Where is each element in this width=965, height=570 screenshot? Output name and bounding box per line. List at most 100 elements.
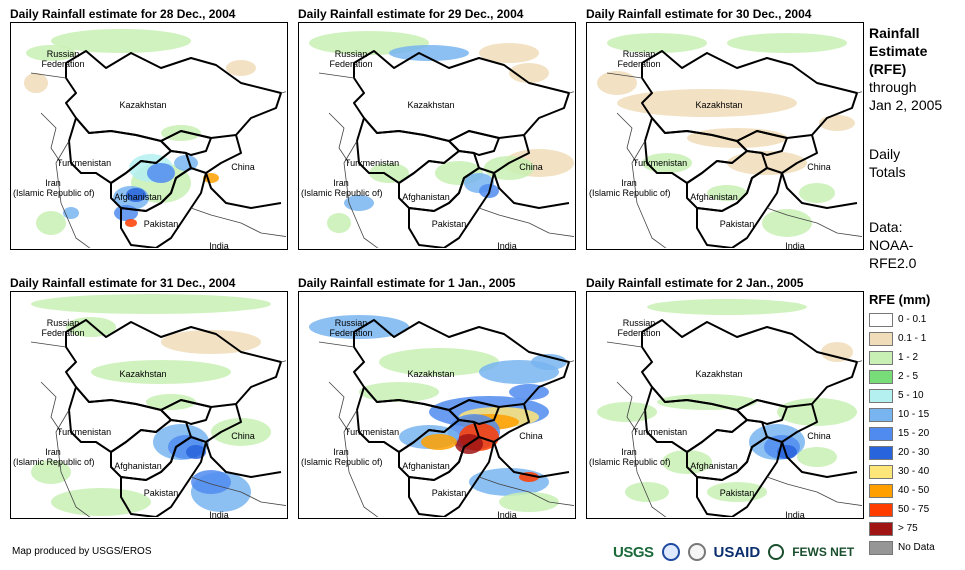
legend-item: 5 - 10 (869, 386, 935, 405)
rainfall-area (379, 348, 499, 376)
country-label-iran-1: Iran (333, 447, 349, 457)
rainfall-area (647, 299, 807, 315)
legend-label: 0 - 0.1 (898, 314, 927, 325)
country-border (318, 72, 574, 94)
legend-item: 50 - 75 (869, 500, 935, 519)
logo-bar: USGS USAID FEWS NET (613, 540, 854, 564)
country-label-kazakhstan: Kazakhstan (119, 100, 167, 110)
country-label-russia-1: Russian (46, 318, 80, 328)
country-label-pakistan: Pakistan (719, 488, 755, 498)
rainfall-area (617, 89, 797, 117)
country-label-china: China (807, 431, 831, 441)
legend-item: 30 - 40 (869, 462, 935, 481)
rainfall-area (657, 394, 757, 410)
country-border (40, 112, 62, 164)
country-label-turkmenistan: Turkmenistan (632, 427, 688, 437)
country-label-pakistan: Pakistan (431, 488, 467, 498)
country-border (493, 134, 570, 209)
country-label-iran-2: (Islamic Republic of) (301, 188, 383, 198)
country-label-afghanistan: Afghanistan (402, 461, 450, 471)
country-border (160, 130, 212, 156)
country-border (408, 167, 495, 248)
country-label-kazakhstan: Kazakhstan (407, 100, 455, 110)
rainfall-area (369, 163, 409, 183)
country-label-afghanistan: Afghanistan (114, 461, 162, 471)
country-label-afghanistan: Afghanistan (114, 192, 162, 202)
country-label-russia-1: Russian (46, 49, 80, 59)
country-border (606, 341, 862, 363)
rainfall-area (607, 33, 707, 53)
sidebar-title: Rainfall Estimate (RFE) through Jan 2, 2… (869, 25, 943, 113)
country-border (606, 72, 862, 94)
rainfall-area (484, 156, 534, 180)
rainfall-map: Russian Federation Kazakhstan Turkmenistan I… (586, 291, 864, 519)
rainfall-area (211, 418, 271, 446)
legend: 0 - 0.1 0.1 - 1 1 - 2 2 - 5 5 - 10 10 - 15 15 … (869, 310, 935, 557)
rainfall-map: Russian Federation Kazakhstan Turkmenistan I… (298, 291, 576, 519)
country-label-pakistan: Pakistan (719, 219, 755, 229)
rainfall-area (762, 209, 812, 237)
country-border (55, 140, 91, 248)
country-border (616, 112, 638, 164)
legend-label: 30 - 40 (898, 466, 930, 477)
country-label-iran-2: (Islamic Republic of) (589, 188, 671, 198)
country-label-india: India (209, 510, 229, 519)
country-label-india: India (497, 241, 517, 250)
rainfall-area (24, 73, 48, 93)
country-label-iran-2: (Islamic Republic of) (13, 457, 95, 467)
country-label-russia-1: Russian (622, 318, 656, 328)
country-border (120, 436, 207, 517)
country-label-afghanistan: Afghanistan (402, 192, 450, 202)
rainfall-map: Russian Federation Kazakhstan Turkmenistan I… (10, 22, 288, 250)
country-label-india: India (785, 241, 805, 250)
rainfall-map-graphic (309, 315, 574, 517)
country-border (343, 140, 379, 248)
legend-label: 0.1 - 1 (898, 333, 927, 344)
rainfall-area (797, 447, 837, 467)
country-border (478, 476, 574, 506)
country-label-china: China (231, 162, 255, 172)
rainfall-area (707, 185, 747, 201)
country-border (318, 341, 574, 363)
rainfall-area (777, 445, 797, 459)
country-label-kazakhstan: Kazakhstan (119, 369, 167, 379)
country-label-afghanistan: Afghanistan (690, 192, 738, 202)
rainfall-area (625, 482, 669, 502)
legend-swatch (869, 464, 893, 479)
country-border (328, 112, 350, 164)
rainfall-map: Russian Federation Kazakhstan Turkmenistan I… (298, 22, 576, 250)
country-label-russia-2: Federation (329, 59, 373, 69)
legend-item: > 75 (869, 519, 935, 538)
rainfall-area (499, 492, 559, 512)
rainfall-area (819, 115, 855, 131)
rainfall-area (597, 402, 657, 422)
country-label-china: China (519, 162, 543, 172)
country-label-iran-2: (Islamic Republic of) (13, 188, 95, 198)
legend-swatch (869, 540, 893, 555)
legend-label: 1 - 2 (898, 352, 919, 363)
legend-item: 40 - 50 (869, 481, 935, 500)
rainfall-map-graphic (597, 299, 862, 517)
country-label-pakistan: Pakistan (143, 488, 179, 498)
legend-item: 0.1 - 1 (869, 329, 935, 348)
legend-label: 10 - 15 (898, 409, 930, 420)
sidebar-totals: Daily Totals (869, 146, 906, 180)
country-border (781, 134, 858, 209)
legend-item: 2 - 5 (869, 367, 935, 386)
country-border (736, 399, 788, 425)
rainfall-map: Russian Federation Kazakhstan Turkmenistan I… (10, 291, 288, 519)
rainfall-area (597, 71, 637, 95)
legend-swatch (869, 331, 893, 346)
credit-text: Map produced by USGS/EROS (12, 546, 152, 557)
rainfall-area (174, 155, 198, 171)
usaid-logo: USAID (713, 543, 761, 561)
rainfall-area (31, 294, 271, 314)
fews-net-logo: FEWS NET (792, 545, 855, 559)
country-border (205, 134, 282, 209)
rainfall-map-graphic (597, 33, 862, 248)
country-label-russia-2: Federation (41, 328, 85, 338)
country-label-kazakhstan: Kazakhstan (695, 100, 743, 110)
country-label-russia-1: Russian (334, 318, 368, 328)
country-border (448, 399, 500, 425)
legend-item: No Data (869, 538, 935, 557)
